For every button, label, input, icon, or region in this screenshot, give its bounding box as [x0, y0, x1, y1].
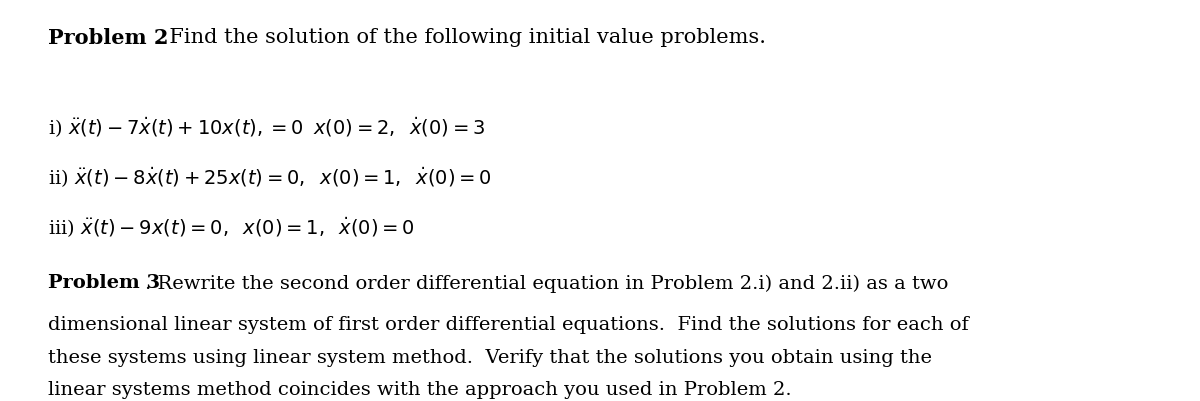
Text: these systems using linear system method.  Verify that the solutions you obtain : these systems using linear system method… [48, 349, 932, 367]
Text: dimensional linear system of first order differential equations.  Find the solut: dimensional linear system of first order… [48, 316, 968, 334]
Text: linear systems method coincides with the approach you used in Problem 2.: linear systems method coincides with the… [48, 381, 792, 399]
Text: . Rewrite the second order differential equation in Problem 2.i) and 2.ii) as a : . Rewrite the second order differential … [145, 274, 948, 293]
Text: Problem 3: Problem 3 [48, 274, 161, 292]
Text: ii) $\ddot{x}(t) - 8\dot{x}(t) + 25x(t) = 0, \;\; x(0) = 1, \;\; \dot{x}(0) = 0$: ii) $\ddot{x}(t) - 8\dot{x}(t) + 25x(t) … [48, 166, 492, 190]
Text: . Find the solution of the following initial value problems.: . Find the solution of the following ini… [156, 28, 766, 47]
Text: iii) $\ddot{x}(t) - 9x(t) = 0, \;\; x(0) = 1, \;\; \dot{x}(0) = 0$: iii) $\ddot{x}(t) - 9x(t) = 0, \;\; x(0)… [48, 215, 415, 240]
Text: Problem 2: Problem 2 [48, 28, 169, 48]
Text: i) $\ddot{x}(t) - 7\dot{x}(t) + 10x(t), = 0 \;\; x(0) = 2, \;\; \dot{x}(0) = 3$: i) $\ddot{x}(t) - 7\dot{x}(t) + 10x(t), … [48, 116, 485, 140]
